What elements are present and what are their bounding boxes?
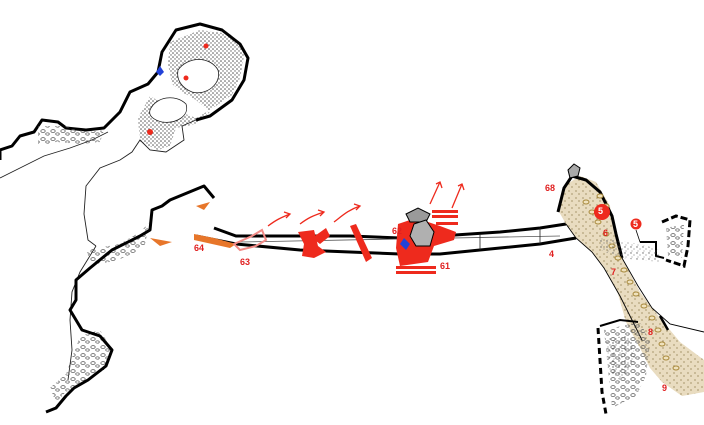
flow-arrow-2-head: [317, 209, 326, 217]
red-dot-mid: [183, 75, 189, 81]
flow-arrow-5-head: [457, 183, 465, 191]
flow-arrow-1-head: [283, 211, 292, 219]
flow-arrow-2: [299, 211, 325, 225]
side-chamber-wall: [661, 214, 692, 268]
red-hatch-bars: [396, 210, 458, 274]
flow-arrow-3-head: [353, 203, 362, 211]
red-circle-stem: [635, 229, 654, 243]
rubble-strip-low: [50, 330, 112, 402]
pink-flow-63: [232, 228, 268, 252]
station-label-4: 4: [549, 249, 554, 259]
blue-marker-central: [400, 238, 410, 250]
middle-chamber-bowl: [149, 97, 188, 123]
left-cave-lower-wall: [45, 184, 216, 414]
station-label-61: 61: [440, 261, 450, 271]
right-cave-wall-outer: [556, 174, 624, 259]
left-cave-inner-line: [83, 119, 197, 247]
upper-chamber-bowl: [177, 59, 220, 94]
left-cave-area: [0, 22, 250, 414]
passage-upper-wall: [213, 222, 567, 240]
station-label-64: 64: [194, 243, 204, 253]
orange-flow: [194, 234, 236, 248]
station-label-8: 8: [648, 327, 653, 337]
right-lower-stipple: [606, 336, 636, 380]
orange-streak-left: [150, 238, 172, 246]
red-blob-b: [312, 228, 330, 244]
red-blob-c: [350, 224, 372, 262]
junction-stipple: [600, 238, 660, 262]
flow-arrow-1: [267, 213, 291, 227]
station-label-9: 9: [662, 383, 667, 393]
gray-boulder-a: [405, 207, 431, 223]
flow-arrow-5: [451, 183, 463, 209]
gray-rock-top: [567, 163, 581, 179]
red-circle-large: [594, 204, 610, 220]
rubble-strip-top: [38, 126, 104, 146]
station-label-68: 68: [545, 183, 555, 193]
flow-arrow-4: [429, 181, 441, 205]
station-label-7: 7: [611, 267, 616, 277]
red-dot-upper: [203, 43, 209, 49]
red-blob-a: [298, 230, 326, 258]
right-lower-wall-solid: [599, 318, 639, 327]
gray-boulder-b: [409, 219, 435, 247]
station-label-6: 6: [603, 228, 608, 238]
right-cave-sediment: [558, 176, 704, 396]
main-passage: [194, 181, 577, 274]
left-cave-outer-wall: [0, 22, 250, 152]
flow-arrow-4-head: [435, 181, 443, 189]
flow-arrows: [267, 181, 465, 227]
station-label-5a: 5: [598, 206, 603, 216]
blue-marker-left: [156, 66, 164, 76]
station-label-62: 62: [392, 226, 402, 236]
rubble-strip-mid: [86, 222, 150, 266]
right-cave-wall-lower: [621, 257, 704, 333]
pebble-chain: [582, 193, 680, 371]
red-circle-small: [630, 218, 642, 230]
right-cave-area: [556, 163, 704, 415]
side-chamber-rubble: [666, 224, 684, 258]
orange-streak-top: [196, 202, 210, 210]
station-label-63: 63: [240, 257, 250, 267]
station-labels: 68 62 61 63 64 4 6 7 8 9 5 5: [194, 183, 667, 393]
red-dot-low: [147, 129, 153, 135]
right-lower-dashed-wall: [596, 327, 608, 415]
right-side-tick: [658, 315, 670, 331]
right-cave-wall-inner: [565, 223, 643, 341]
flow-arrow-3: [333, 205, 361, 223]
station-label-5b: 5: [633, 219, 638, 229]
